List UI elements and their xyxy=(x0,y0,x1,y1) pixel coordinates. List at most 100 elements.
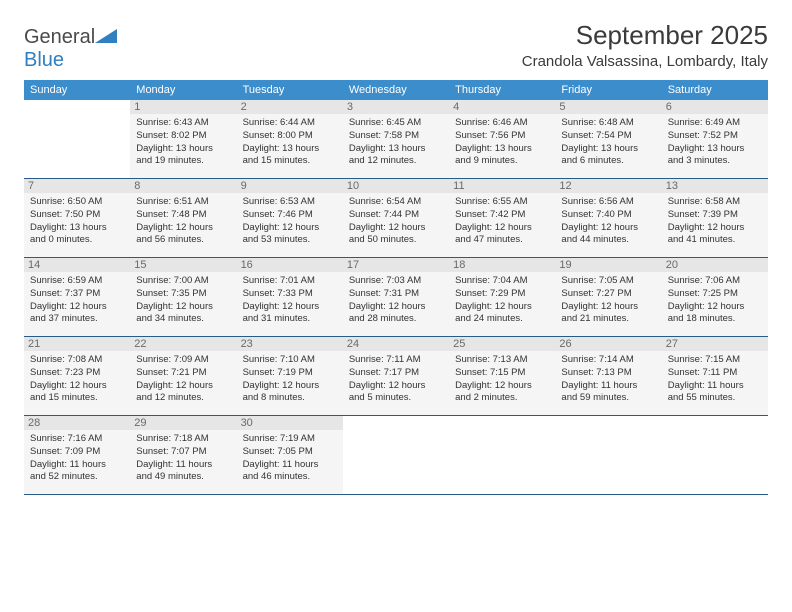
day-day2: and 49 minutes. xyxy=(136,471,230,484)
day-number: 14 xyxy=(24,258,130,272)
day-day2: and 55 minutes. xyxy=(668,392,762,405)
day-cell: 13Sunrise: 6:58 AMSunset: 7:39 PMDayligh… xyxy=(662,179,768,257)
day-number: 18 xyxy=(449,258,555,272)
day-sunset: Sunset: 7:58 PM xyxy=(349,130,443,143)
day-sunset: Sunset: 7:19 PM xyxy=(243,367,337,380)
day-cell: 5Sunrise: 6:48 AMSunset: 7:54 PMDaylight… xyxy=(555,100,661,178)
day-cell: 26Sunrise: 7:14 AMSunset: 7:13 PMDayligh… xyxy=(555,337,661,415)
day-day2: and 41 minutes. xyxy=(668,234,762,247)
day-day2: and 18 minutes. xyxy=(668,313,762,326)
day-sunset: Sunset: 8:00 PM xyxy=(243,130,337,143)
day-cell: 29Sunrise: 7:18 AMSunset: 7:07 PMDayligh… xyxy=(130,416,236,494)
day-day2: and 15 minutes. xyxy=(30,392,124,405)
day-sunset: Sunset: 7:27 PM xyxy=(561,288,655,301)
day-cell xyxy=(555,416,661,494)
day-cell: 21Sunrise: 7:08 AMSunset: 7:23 PMDayligh… xyxy=(24,337,130,415)
day-cell: 2Sunrise: 6:44 AMSunset: 8:00 PMDaylight… xyxy=(237,100,343,178)
day-sunrise: Sunrise: 7:01 AM xyxy=(243,275,337,288)
day-day1: Daylight: 13 hours xyxy=(349,143,443,156)
day-day2: and 44 minutes. xyxy=(561,234,655,247)
day-sunset: Sunset: 7:42 PM xyxy=(455,209,549,222)
day-sunset: Sunset: 7:52 PM xyxy=(668,130,762,143)
day-day1: Daylight: 12 hours xyxy=(30,380,124,393)
day-sunset: Sunset: 7:11 PM xyxy=(668,367,762,380)
day-sunrise: Sunrise: 6:45 AM xyxy=(349,117,443,130)
day-cell: 4Sunrise: 6:46 AMSunset: 7:56 PMDaylight… xyxy=(449,100,555,178)
day-sunrise: Sunrise: 6:59 AM xyxy=(30,275,124,288)
day-day1: Daylight: 12 hours xyxy=(243,380,337,393)
day-cell: 15Sunrise: 7:00 AMSunset: 7:35 PMDayligh… xyxy=(130,258,236,336)
day-number: 8 xyxy=(130,179,236,193)
day-sunrise: Sunrise: 6:51 AM xyxy=(136,196,230,209)
day-sunset: Sunset: 7:46 PM xyxy=(243,209,337,222)
day-cell: 28Sunrise: 7:16 AMSunset: 7:09 PMDayligh… xyxy=(24,416,130,494)
day-number: 22 xyxy=(130,337,236,351)
day-number: 4 xyxy=(449,100,555,114)
day-day2: and 21 minutes. xyxy=(561,313,655,326)
day-day2: and 47 minutes. xyxy=(455,234,549,247)
day-day1: Daylight: 12 hours xyxy=(349,380,443,393)
day-sunrise: Sunrise: 7:19 AM xyxy=(243,433,337,446)
day-number: 15 xyxy=(130,258,236,272)
day-sunrise: Sunrise: 6:56 AM xyxy=(561,196,655,209)
day-sunrise: Sunrise: 6:58 AM xyxy=(668,196,762,209)
day-number: 6 xyxy=(662,100,768,114)
day-sunset: Sunset: 7:33 PM xyxy=(243,288,337,301)
day-sunrise: Sunrise: 7:13 AM xyxy=(455,354,549,367)
day-day1: Daylight: 12 hours xyxy=(455,222,549,235)
day-number: 29 xyxy=(130,416,236,430)
weekday-label: Thursday xyxy=(449,80,555,100)
day-day2: and 3 minutes. xyxy=(668,155,762,168)
day-day1: Daylight: 11 hours xyxy=(136,459,230,472)
day-sunrise: Sunrise: 7:11 AM xyxy=(349,354,443,367)
day-day1: Daylight: 12 hours xyxy=(243,301,337,314)
day-number: 21 xyxy=(24,337,130,351)
day-day1: Daylight: 12 hours xyxy=(668,222,762,235)
day-number: 7 xyxy=(24,179,130,193)
day-day1: Daylight: 13 hours xyxy=(136,143,230,156)
header-row: General Blue September 2025 Crandola Val… xyxy=(24,20,768,72)
day-day2: and 50 minutes. xyxy=(349,234,443,247)
day-cell: 10Sunrise: 6:54 AMSunset: 7:44 PMDayligh… xyxy=(343,179,449,257)
day-number: 1 xyxy=(130,100,236,114)
day-sunrise: Sunrise: 6:48 AM xyxy=(561,117,655,130)
day-sunrise: Sunrise: 7:10 AM xyxy=(243,354,337,367)
day-number: 25 xyxy=(449,337,555,351)
day-cell: 22Sunrise: 7:09 AMSunset: 7:21 PMDayligh… xyxy=(130,337,236,415)
day-sunrise: Sunrise: 7:14 AM xyxy=(561,354,655,367)
day-day2: and 12 minutes. xyxy=(349,155,443,168)
day-sunset: Sunset: 7:37 PM xyxy=(30,288,124,301)
day-number: 5 xyxy=(555,100,661,114)
day-day1: Daylight: 12 hours xyxy=(455,380,549,393)
day-sunset: Sunset: 7:39 PM xyxy=(668,209,762,222)
day-day1: Daylight: 12 hours xyxy=(243,222,337,235)
day-cell xyxy=(449,416,555,494)
logo: General Blue xyxy=(24,26,117,72)
day-number: 19 xyxy=(555,258,661,272)
day-day2: and 56 minutes. xyxy=(136,234,230,247)
day-day1: Daylight: 12 hours xyxy=(136,301,230,314)
day-cell xyxy=(662,416,768,494)
day-day2: and 9 minutes. xyxy=(455,155,549,168)
day-sunrise: Sunrise: 7:05 AM xyxy=(561,275,655,288)
day-number: 3 xyxy=(343,100,449,114)
day-day2: and 5 minutes. xyxy=(349,392,443,405)
day-day2: and 53 minutes. xyxy=(243,234,337,247)
day-day2: and 0 minutes. xyxy=(30,234,124,247)
day-number: 2 xyxy=(237,100,343,114)
week-row: 14 Sunrise: 6:59 AMSunset: 7:37 PM Dayligh… xyxy=(24,258,768,337)
day-number: 12 xyxy=(555,179,661,193)
weekday-label: Saturday xyxy=(662,80,768,100)
day-day2: and 31 minutes. xyxy=(243,313,337,326)
day-cell: 7Sunrise: 6:50 AMSunset: 7:50 PMDaylight… xyxy=(24,179,130,257)
logo-text: General Blue xyxy=(24,26,117,72)
day-cell: 18Sunrise: 7:04 AMSunset: 7:29 PMDayligh… xyxy=(449,258,555,336)
location: Crandola Valsassina, Lombardy, Italy xyxy=(522,53,768,70)
logo-part2: Blue xyxy=(24,49,64,71)
weekday-label: Monday xyxy=(130,80,236,100)
day-sunset: Sunset: 7:09 PM xyxy=(30,446,124,459)
logo-triangle-icon xyxy=(95,29,117,43)
day-sunrise: Sunrise: 6:50 AM xyxy=(30,196,124,209)
week-row: 1Sunrise: 6:43 AMSunset: 8:02 PMDaylight… xyxy=(24,100,768,179)
day-sunrise: Sunrise: 6:49 AM xyxy=(668,117,762,130)
